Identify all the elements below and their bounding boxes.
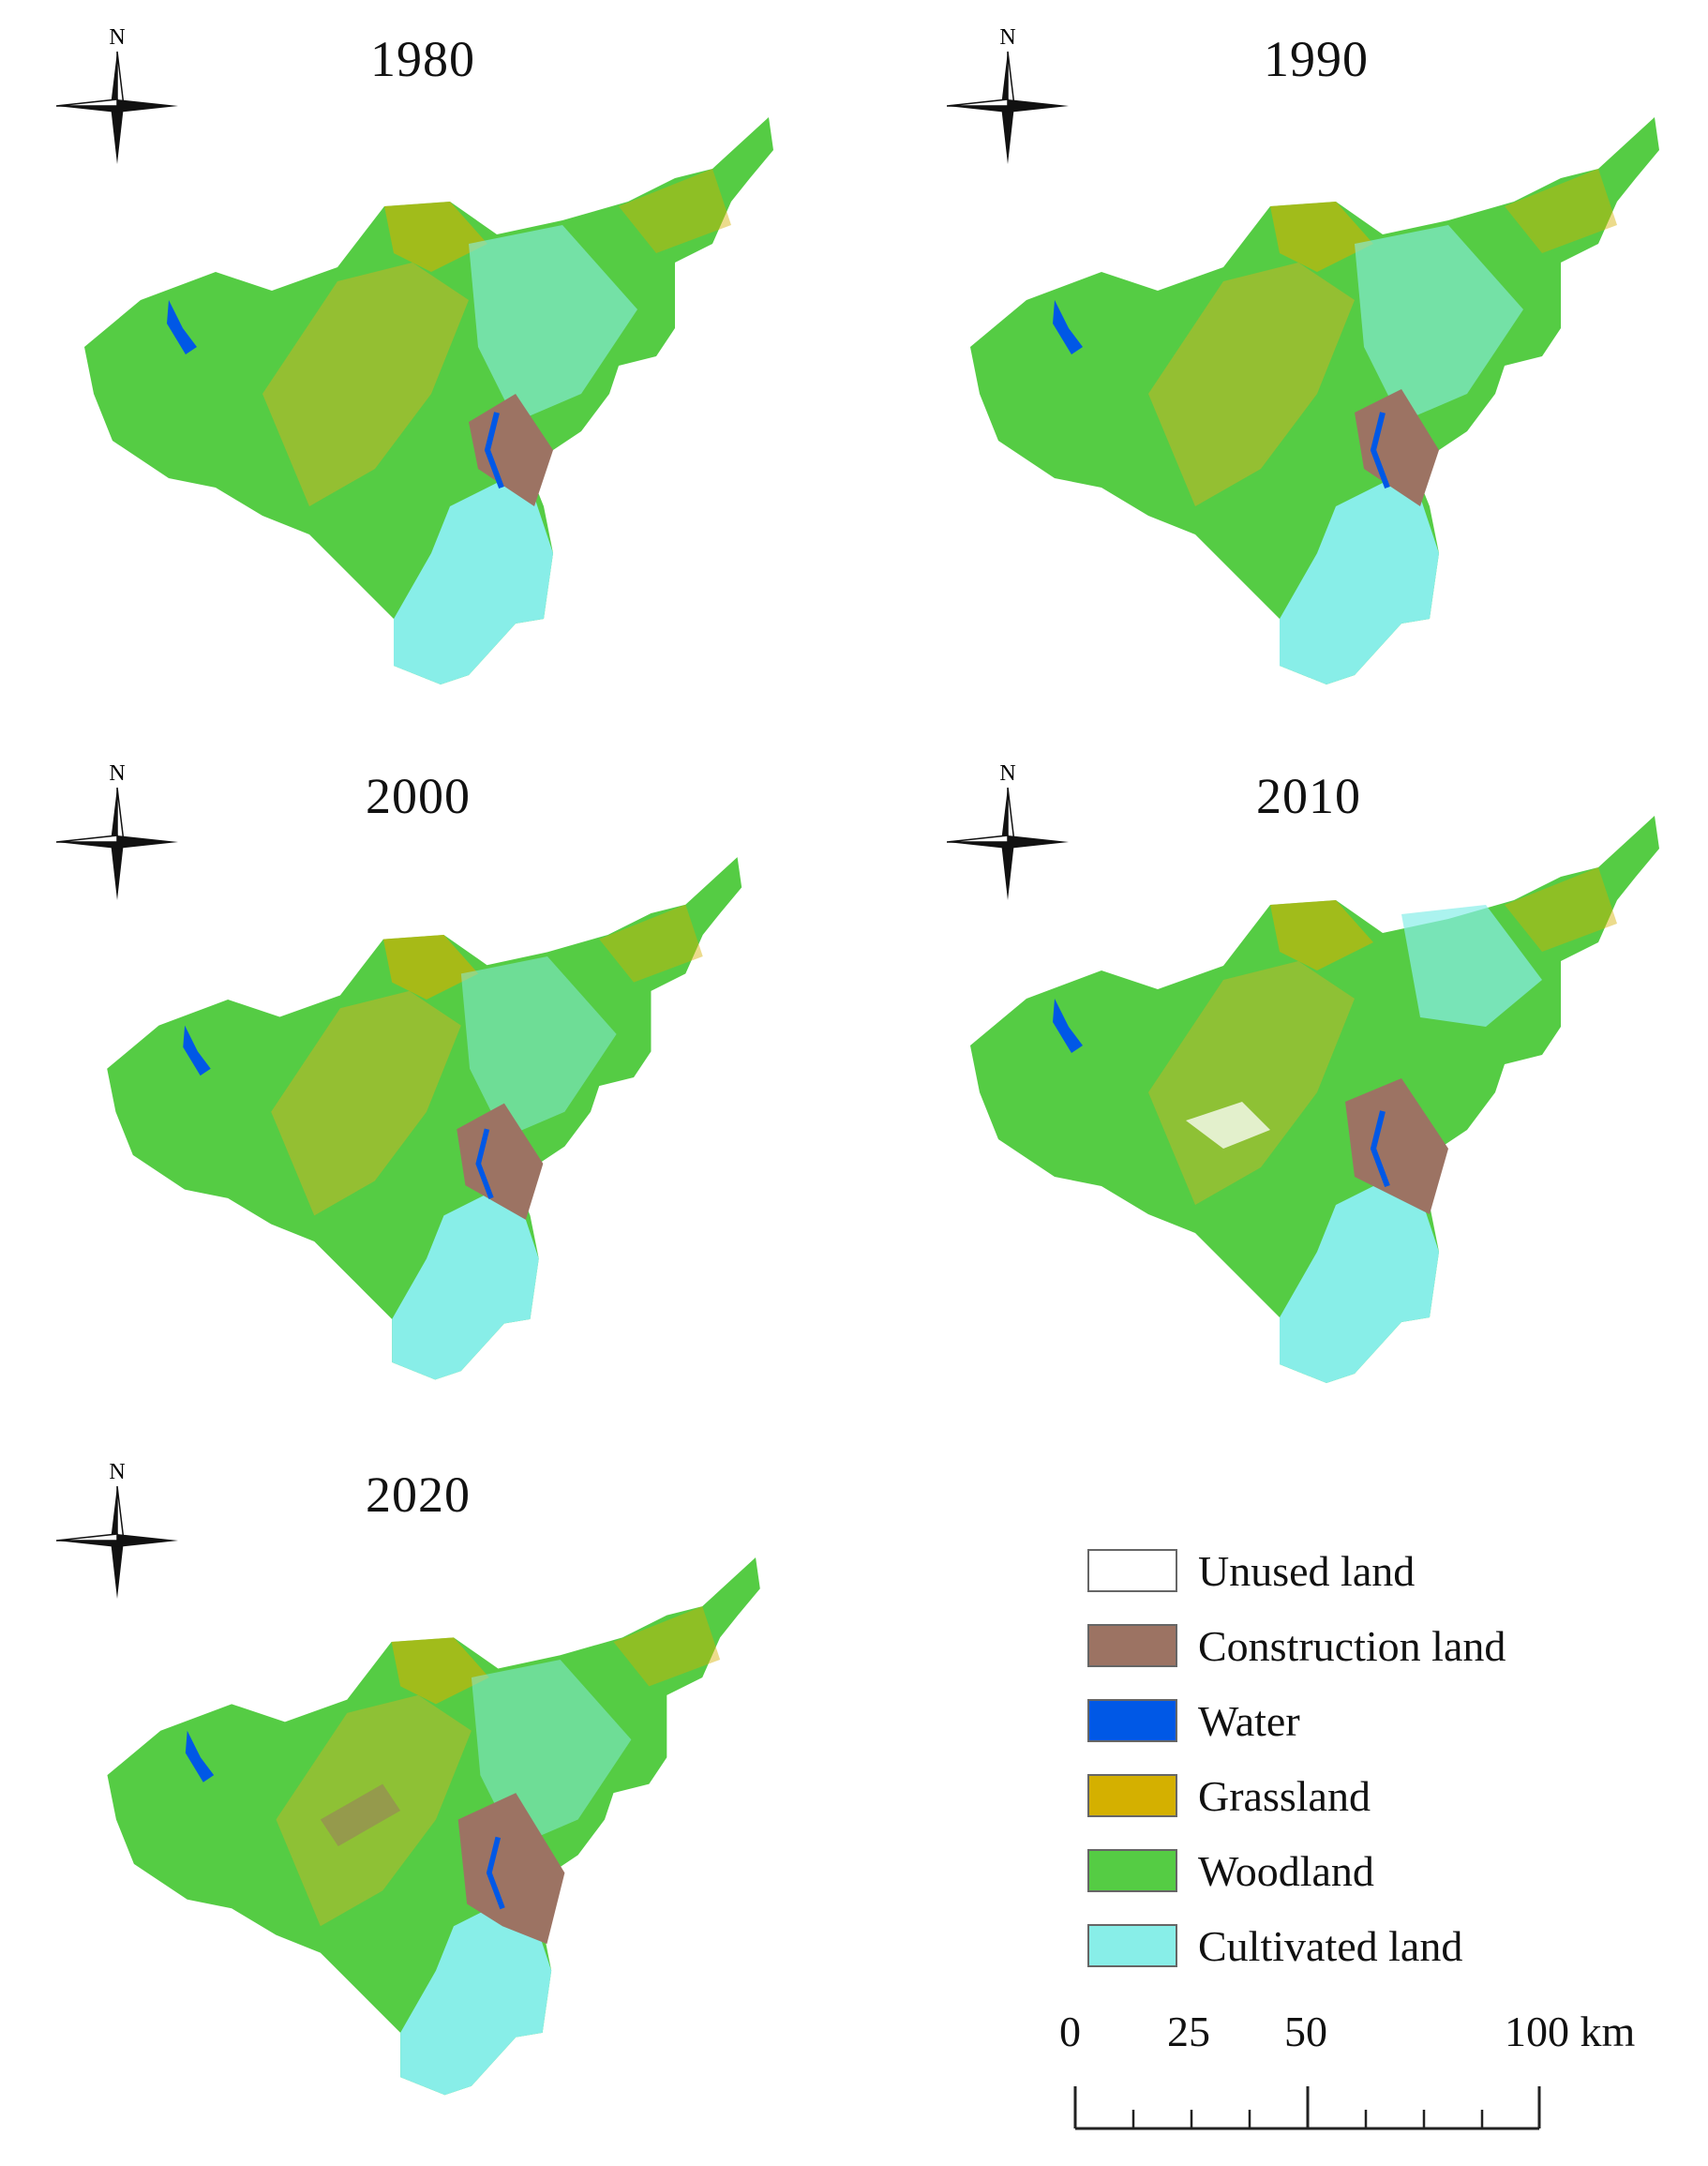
legend-item-water: Water bbox=[1087, 1683, 1612, 1758]
scale-label-0: 0 bbox=[1059, 2008, 1081, 2055]
legend: Unused land Construction land Water Gras… bbox=[1087, 1533, 1612, 1983]
legend-swatch bbox=[1087, 1849, 1177, 1892]
north-label: N bbox=[109, 25, 125, 50]
scale-label-100-km: 100 km bbox=[1505, 2008, 1636, 2055]
year-title-2010: 2010 bbox=[1256, 768, 1361, 824]
land-use-map-2000 bbox=[107, 857, 742, 1380]
north-arrow-icon: N bbox=[947, 761, 1069, 900]
north-arrow-icon: N bbox=[56, 25, 178, 164]
land-use-map-2020 bbox=[107, 1557, 760, 2096]
legend-item-construction-land: Construction land bbox=[1087, 1608, 1612, 1683]
legend-item-cultivated-land: Cultivated land bbox=[1087, 1908, 1612, 1983]
legend-swatch bbox=[1087, 1624, 1177, 1667]
legend-swatch bbox=[1087, 1699, 1177, 1742]
legend-label: Woodland bbox=[1198, 1846, 1374, 1895]
north-arrow-icon: N bbox=[56, 761, 178, 900]
legend-label: Cultivated land bbox=[1198, 1921, 1463, 1970]
year-title-2020: 2020 bbox=[366, 1467, 471, 1523]
north-label: N bbox=[109, 1460, 125, 1484]
north-arrow-icon: N bbox=[947, 25, 1069, 164]
scale-label-50: 50 bbox=[1284, 2008, 1327, 2055]
legend-swatch bbox=[1087, 1924, 1177, 1967]
scale-bar: 0 25 50 100 km bbox=[1059, 2007, 1678, 2147]
year-title-2000: 2000 bbox=[366, 768, 471, 824]
year-title-1990: 1990 bbox=[1264, 31, 1369, 87]
north-label: N bbox=[109, 761, 125, 786]
land-use-map-1990 bbox=[970, 117, 1659, 684]
legend-swatch bbox=[1087, 1774, 1177, 1817]
legend-swatch bbox=[1087, 1549, 1177, 1592]
legend-label: Grassland bbox=[1198, 1771, 1371, 1820]
legend-item-unused-land: Unused land bbox=[1087, 1533, 1612, 1608]
year-title-1980: 1980 bbox=[370, 31, 475, 87]
legend-label: Construction land bbox=[1198, 1621, 1506, 1670]
legend-item-grassland: Grassland bbox=[1087, 1758, 1612, 1833]
land-use-map-2010 bbox=[970, 816, 1659, 1383]
legend-item-woodland: Woodland bbox=[1087, 1833, 1612, 1908]
north-label: N bbox=[999, 761, 1015, 786]
scale-label-25: 25 bbox=[1167, 2008, 1210, 2055]
north-arrow-icon: N bbox=[56, 1460, 178, 1599]
scale-ticks bbox=[1073, 2086, 1541, 2130]
land-use-map-1980 bbox=[84, 117, 773, 684]
north-label: N bbox=[999, 25, 1015, 50]
legend-label: Unused land bbox=[1198, 1546, 1416, 1595]
legend-label: Water bbox=[1198, 1696, 1300, 1745]
